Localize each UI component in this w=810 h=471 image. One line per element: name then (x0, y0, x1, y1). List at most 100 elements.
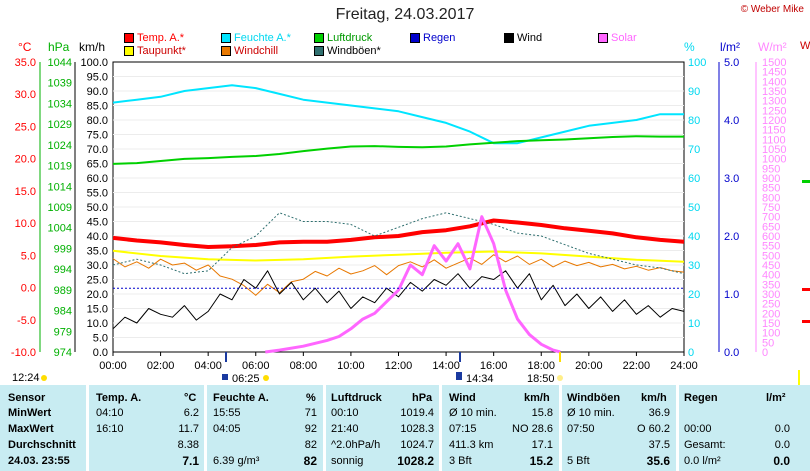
legend-wind: Wind (504, 32, 542, 45)
left-time-label: 12:24 (12, 372, 40, 384)
table-cell: 3 Bft (449, 455, 472, 467)
copyright-label: © Weber Mike (740, 4, 804, 15)
chart-title: Freitag, 24.03.2017 (335, 6, 475, 23)
table-cell: 15.8 (531, 407, 553, 419)
header-sensor: Sensor (8, 392, 46, 404)
y-tick-label-pressure: 1029 (48, 119, 72, 131)
y-tick-label-wind: 35.0 (87, 246, 108, 258)
table-cell: 1028.2 (397, 454, 434, 468)
stats-table: Sensor Temp. A. °C Feuchte A. % Luftdruc… (0, 385, 810, 471)
x-tick-label: 16:00 (480, 360, 508, 372)
y-tick-label-humidity: 90 (688, 86, 700, 98)
table-cell: 07:50 (567, 423, 595, 435)
y-tick-label-solar: 1350 (762, 86, 786, 98)
y-tick-label-humidity: 0 (688, 347, 694, 359)
y-tick-label-humidity: 20 (688, 289, 700, 301)
table-cell: 82 (303, 454, 317, 468)
y-tick-label-pressure: 1004 (48, 223, 72, 235)
row-label: Durchschnitt (8, 439, 76, 451)
table-cell: 82 (304, 439, 317, 451)
table-cell: 5 Bft (567, 455, 590, 467)
humidity-unit-label: % (684, 40, 695, 54)
y-tick-label-solar: 550 (762, 241, 780, 253)
y-tick-label-temp: 35.0 (15, 57, 36, 69)
table-cell: 15.2 (529, 454, 553, 468)
table-cell: O 60.2 (636, 423, 670, 435)
table-cell: Ø 10 min. (567, 407, 615, 419)
y-tick-label-wind: 85.0 (87, 101, 108, 113)
y-tick-label-humidity: 10 (688, 318, 700, 330)
series-line-solar (265, 215, 561, 354)
solar-unit-label: W/m² (758, 40, 787, 54)
table-cell: 0.0 (774, 423, 790, 435)
y-tick-label-pressure: 1014 (48, 181, 72, 193)
y-tick-label-temp: 10.0 (15, 218, 36, 230)
wind-unit-label: km/h (79, 40, 106, 54)
table-cell: 04:05 (213, 423, 241, 435)
table-cell: 37.5 (648, 439, 670, 451)
y-tick-label-solar: 300 (762, 289, 780, 301)
table-cell: 1028.3 (400, 423, 434, 435)
right-edge-red-mark (802, 288, 810, 291)
row-label: MinWert (8, 407, 52, 419)
moon-label: 14:34 (466, 373, 494, 385)
header-temp: Temp. A. (96, 392, 142, 404)
col-separator (204, 385, 207, 471)
sunrise-icon (222, 374, 228, 380)
sunrise-sun-icon (263, 375, 269, 381)
x-tick-label: 18:00 (527, 360, 555, 372)
table-cell: 04:10 (96, 407, 124, 419)
y-tick-label-solar: 1400 (762, 76, 786, 88)
y-tick-label-solar: 1300 (762, 96, 786, 108)
legend-rain: Regen (410, 32, 455, 45)
y-tick-label-temp: 0.0 (21, 283, 36, 295)
header-humidity: Feuchte A. (213, 392, 269, 404)
y-tick-label-wind: 0.0 (93, 347, 108, 359)
y-tick-label-wind: 45.0 (87, 217, 108, 229)
x-tick-label: 06:00 (242, 360, 270, 372)
col-separator (559, 385, 562, 471)
y-tick-label-humidity: 60 (688, 173, 700, 185)
header-wind-unit: km/h (524, 392, 550, 404)
y-tick-label-pressure: 1034 (48, 98, 72, 110)
row-label: 24.03. 23:55 (8, 455, 70, 467)
y-tick-label-solar: 800 (762, 192, 780, 204)
y-tick-label-wind: 10.0 (87, 318, 108, 330)
legend-windchill: Windchill (221, 45, 278, 58)
y-tick-label-humidity: 30 (688, 260, 700, 272)
table-cell: 6.39 g/m³ (213, 455, 260, 467)
y-tick-label-pressure: 999 (54, 243, 72, 255)
header-temp-unit: °C (184, 392, 197, 404)
y-tick-label-solar: 1200 (762, 115, 786, 127)
header-rain-unit: l/m² (766, 392, 786, 404)
y-tick-label-wind: 95.0 (87, 72, 108, 84)
table-cell: 411.3 km (449, 439, 494, 451)
sun-markers (41, 352, 563, 381)
y-tick-label-solar: 1500 (762, 57, 786, 69)
pressure-unit-label: hPa (48, 40, 70, 54)
y-tick-label-temp: 30.0 (15, 89, 36, 101)
y-tick-label-humidity: 80 (688, 115, 700, 127)
y-tick-label-pressure: 1024 (48, 140, 72, 152)
table-cell: NO 28.6 (512, 423, 553, 435)
table-cell: 00:00 (684, 423, 712, 435)
y-tick-label-solar: 700 (762, 212, 780, 224)
table-cell: ^2.0hPa/h (331, 439, 381, 451)
sunrise-label: 06:25 (232, 373, 260, 385)
y-tick-label-solar: 50 (762, 337, 774, 349)
y-tick-label-solar: 1100 (762, 134, 786, 146)
y-tick-label-rain: 3.0 (724, 173, 739, 185)
y-tick-label-wind: 70.0 (87, 144, 108, 156)
y-tick-label-solar: 950 (762, 163, 780, 175)
y-tick-label-temp: 25.0 (15, 121, 36, 133)
y-tick-label-solar: 0 (762, 347, 768, 359)
y-tick-label-humidity: 70 (688, 144, 700, 156)
y-tick-label-temp: 15.0 (15, 186, 36, 198)
y-tick-label-temp: 20.0 (15, 154, 36, 166)
header-humidity-unit: % (306, 392, 316, 404)
header-gusts-unit: km/h (641, 392, 667, 404)
table-cell: 0.0 l/m² (684, 455, 721, 467)
y-tick-label-solar: 500 (762, 250, 780, 262)
y-tick-label-temp: -5.0 (17, 315, 36, 327)
